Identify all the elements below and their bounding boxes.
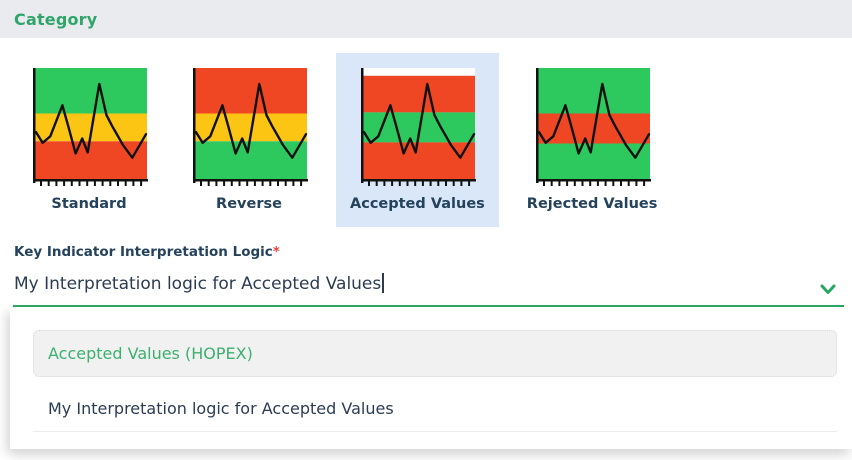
category-option-reverse[interactable]: Reverse [176, 53, 322, 227]
text-caret [382, 273, 384, 293]
category-option-label: Accepted Values [350, 196, 485, 212]
dropdown-options: Accepted Values (HOPEX) My Interpretatio… [10, 330, 852, 431]
category-chart-thumbnail-icon [33, 68, 148, 186]
category-option-rejected-values[interactable]: Rejected Values [513, 53, 672, 227]
category-chart-thumbnail-icon [361, 68, 477, 186]
category-option-label: Standard [51, 196, 127, 212]
category-option-label: Reverse [216, 196, 282, 212]
dropdown-option[interactable]: My Interpretation logic for Accepted Val… [33, 385, 837, 431]
dropdown-option-label: Accepted Values (HOPEX) [48, 344, 253, 363]
field-label: Key Indicator Interpretation Logic* [14, 244, 280, 260]
section-header: Category [0, 0, 852, 38]
category-picker: Standard Reverse Accepted Values Rejecte… [16, 53, 852, 227]
dropdown-option[interactable]: Accepted Values (HOPEX) [33, 330, 837, 377]
category-chart-thumbnail-icon [193, 68, 308, 186]
category-option-label: Rejected Values [526, 196, 658, 212]
category-option-standard[interactable]: Standard [16, 53, 162, 227]
interpretation-logic-input[interactable]: My Interpretation logic for Accepted Val… [13, 260, 844, 307]
category-chart-thumbnail-icon [536, 68, 652, 186]
required-asterisk: * [272, 244, 280, 260]
dropdown-divider [33, 431, 837, 432]
dropdown-menu: Accepted Values (HOPEX) My Interpretatio… [10, 307, 852, 449]
dropdown-option-label: My Interpretation logic for Accepted Val… [48, 398, 394, 418]
section-title: Category [14, 9, 98, 29]
input-value: My Interpretation logic for Accepted Val… [14, 274, 382, 294]
category-option-accepted-values[interactable]: Accepted Values [336, 53, 499, 227]
chevron-down-icon[interactable] [820, 284, 836, 295]
